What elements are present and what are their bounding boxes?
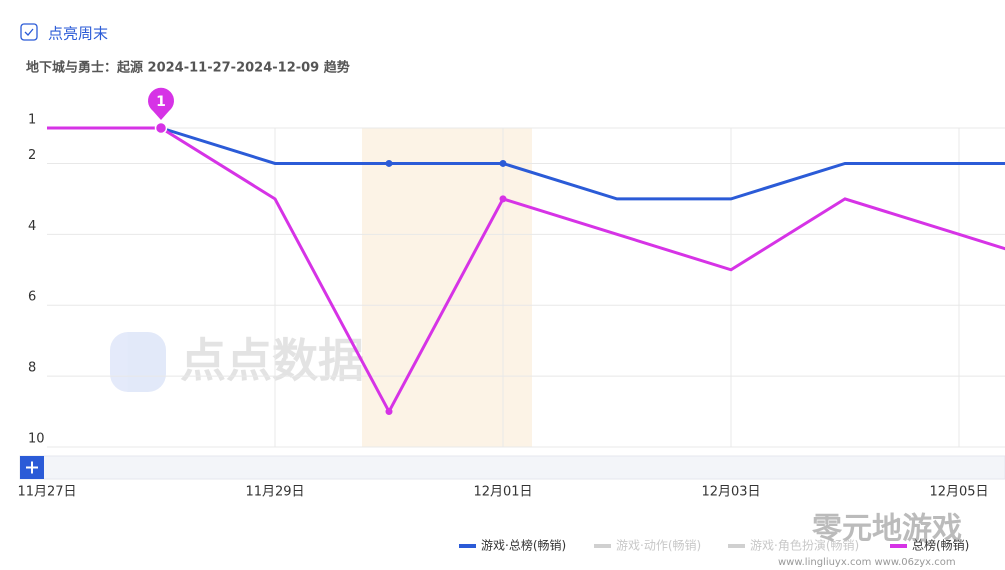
- legend-label: 游戏·角色扮演(畅销): [750, 538, 859, 553]
- x-tick-label: 11月27日: [17, 485, 76, 500]
- x-tick-label: 12月05日: [929, 485, 988, 500]
- y-tick-label: 6: [28, 290, 36, 305]
- x-tick-label: 12月03日: [701, 485, 760, 500]
- pin-point: [154, 121, 168, 135]
- y-tick-label: 2: [28, 148, 36, 163]
- watermark-icon: [110, 332, 166, 392]
- point: [499, 159, 507, 167]
- point: [385, 159, 393, 167]
- legend-swatch: [459, 544, 476, 548]
- legend-swatch: [728, 544, 745, 548]
- checkmark: [24, 28, 34, 36]
- toggle-label[interactable]: 点亮周末: [48, 25, 108, 43]
- x-tick-label: 12月01日: [473, 485, 532, 500]
- y-tick-label: 8: [28, 361, 36, 376]
- series-line: [47, 126, 1005, 201]
- point: [499, 195, 507, 203]
- watermark-group: 点点数据: [110, 332, 364, 392]
- checkbox[interactable]: [20, 23, 38, 41]
- y-tick-label: 10: [28, 432, 45, 447]
- pin: [148, 87, 174, 120]
- plot: [47, 126, 1005, 448]
- y-tick-label: 1: [28, 113, 36, 128]
- legend-swatch: [594, 544, 611, 548]
- watermark: 点点数据: [180, 334, 364, 388]
- legend-label: 游戏·动作(畅销): [616, 539, 701, 553]
- plus-icon: [26, 461, 38, 474]
- legend-label: 游戏·总榜(畅销): [481, 538, 566, 553]
- weekend-band: [362, 128, 532, 447]
- legend-label: 总榜(畅销): [912, 538, 969, 553]
- pin-label: 1: [156, 94, 166, 110]
- logo-urls: www.lingliuyx.com www.06zyx.com: [778, 557, 956, 568]
- legend-swatch: [890, 544, 907, 548]
- point: [385, 408, 393, 416]
- y-tick-label: 4: [28, 219, 36, 234]
- zoom-bar: [19, 455, 1005, 480]
- x-tick-label: 11月29日: [245, 485, 304, 500]
- series-line: [47, 126, 1005, 415]
- chart-title: 地下城与勇士：起源 2024-11-27-2024-12-09 趋势: [26, 60, 350, 76]
- logo-name: 零元地游戏: [812, 512, 962, 547]
